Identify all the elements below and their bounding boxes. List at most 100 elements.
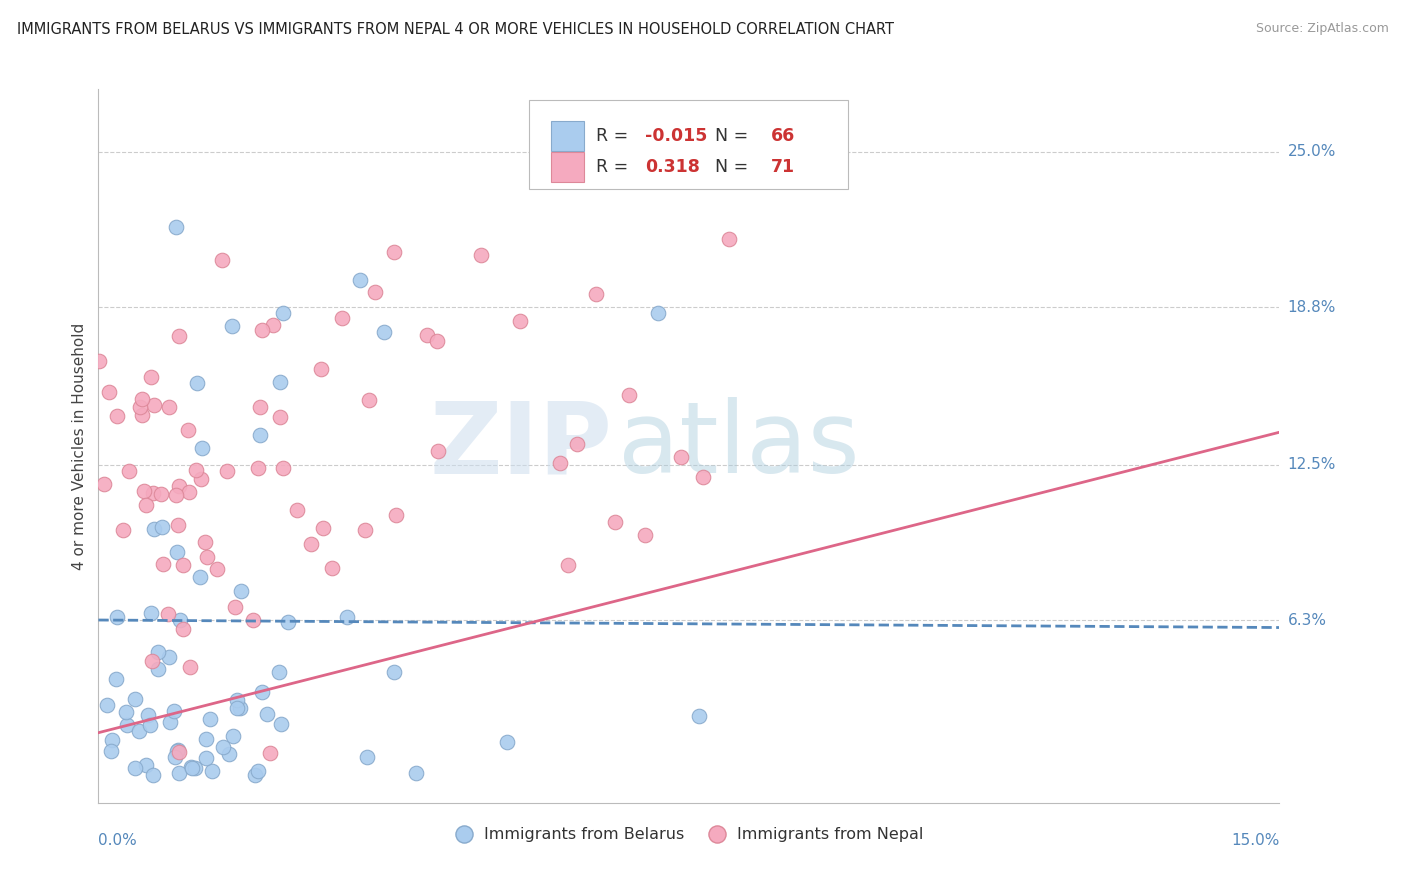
Point xyxy=(273,306,295,320)
Point xyxy=(427,444,450,458)
Point xyxy=(285,503,308,517)
Point xyxy=(229,583,252,598)
Point xyxy=(100,744,122,758)
Point xyxy=(167,743,190,757)
Point xyxy=(224,600,246,615)
Point xyxy=(188,570,211,584)
Point xyxy=(166,743,188,757)
Point xyxy=(131,408,153,422)
Point xyxy=(172,622,194,636)
Point xyxy=(509,314,531,328)
Point xyxy=(249,400,271,414)
Point xyxy=(354,523,377,537)
Point xyxy=(226,693,249,707)
Point xyxy=(357,392,380,407)
Point xyxy=(247,461,270,475)
Point xyxy=(184,761,207,775)
Point xyxy=(141,768,163,782)
Point xyxy=(179,660,201,674)
Y-axis label: 4 or more Vehicles in Household: 4 or more Vehicles in Household xyxy=(72,322,87,570)
Point xyxy=(226,701,249,715)
Point xyxy=(157,650,180,665)
Point xyxy=(150,520,173,534)
Point xyxy=(356,750,378,764)
FancyBboxPatch shape xyxy=(551,153,583,183)
Text: atlas: atlas xyxy=(619,398,859,494)
Point xyxy=(176,423,198,437)
Text: N =: N = xyxy=(704,128,754,145)
Point xyxy=(96,698,118,712)
Point xyxy=(124,761,146,775)
Point xyxy=(692,470,714,484)
Point xyxy=(139,370,162,384)
Point xyxy=(167,328,190,343)
Point xyxy=(470,247,492,261)
Text: 71: 71 xyxy=(770,159,794,177)
Point xyxy=(139,718,162,732)
Point xyxy=(195,549,218,564)
Point xyxy=(87,353,110,368)
Point xyxy=(180,760,202,774)
Point xyxy=(165,219,187,234)
Point xyxy=(118,464,141,478)
Text: 15.0%: 15.0% xyxy=(1232,833,1279,848)
FancyBboxPatch shape xyxy=(530,100,848,189)
Point xyxy=(136,708,159,723)
Point xyxy=(585,287,607,301)
Point xyxy=(104,672,127,686)
Text: 0.0%: 0.0% xyxy=(98,833,138,848)
Point xyxy=(688,708,710,723)
Point xyxy=(114,705,136,719)
Point xyxy=(167,517,190,532)
Point xyxy=(259,746,281,760)
Point xyxy=(132,483,155,498)
Text: R =: R = xyxy=(596,128,633,145)
Point xyxy=(335,610,357,624)
Point xyxy=(101,733,124,747)
Point xyxy=(717,232,740,246)
Point xyxy=(212,739,235,754)
Point xyxy=(218,747,240,762)
Text: N =: N = xyxy=(704,159,754,177)
Point xyxy=(416,327,439,342)
Point xyxy=(256,706,278,721)
Text: -0.015: -0.015 xyxy=(645,128,707,145)
Point xyxy=(267,665,290,679)
Text: 25.0%: 25.0% xyxy=(1288,145,1336,160)
Point xyxy=(157,400,180,414)
Point xyxy=(426,334,449,349)
Point xyxy=(111,523,134,537)
Point xyxy=(250,685,273,699)
Text: R =: R = xyxy=(596,159,633,177)
Text: 6.3%: 6.3% xyxy=(1288,613,1327,627)
Text: Source: ZipAtlas.com: Source: ZipAtlas.com xyxy=(1256,22,1389,36)
Point xyxy=(309,362,332,376)
Point xyxy=(135,498,157,512)
Point xyxy=(179,484,201,499)
Point xyxy=(142,485,165,500)
Point xyxy=(671,450,693,465)
Point xyxy=(557,558,579,572)
Point xyxy=(246,764,269,778)
Point xyxy=(565,437,588,451)
Text: 0.318: 0.318 xyxy=(645,159,700,177)
Point xyxy=(617,388,640,402)
Point xyxy=(349,273,371,287)
Point xyxy=(249,427,271,442)
Point xyxy=(364,285,387,300)
Point xyxy=(146,662,169,676)
Point xyxy=(385,508,408,522)
FancyBboxPatch shape xyxy=(551,121,583,152)
Point xyxy=(166,545,188,559)
Point xyxy=(405,766,427,780)
Point xyxy=(169,613,191,627)
Point xyxy=(181,760,204,774)
Point xyxy=(217,464,239,478)
Point xyxy=(135,757,157,772)
Point xyxy=(141,606,163,620)
Text: 12.5%: 12.5% xyxy=(1288,458,1336,472)
Point xyxy=(186,376,208,390)
Point xyxy=(107,409,129,423)
Point xyxy=(115,717,138,731)
Point xyxy=(194,750,217,764)
